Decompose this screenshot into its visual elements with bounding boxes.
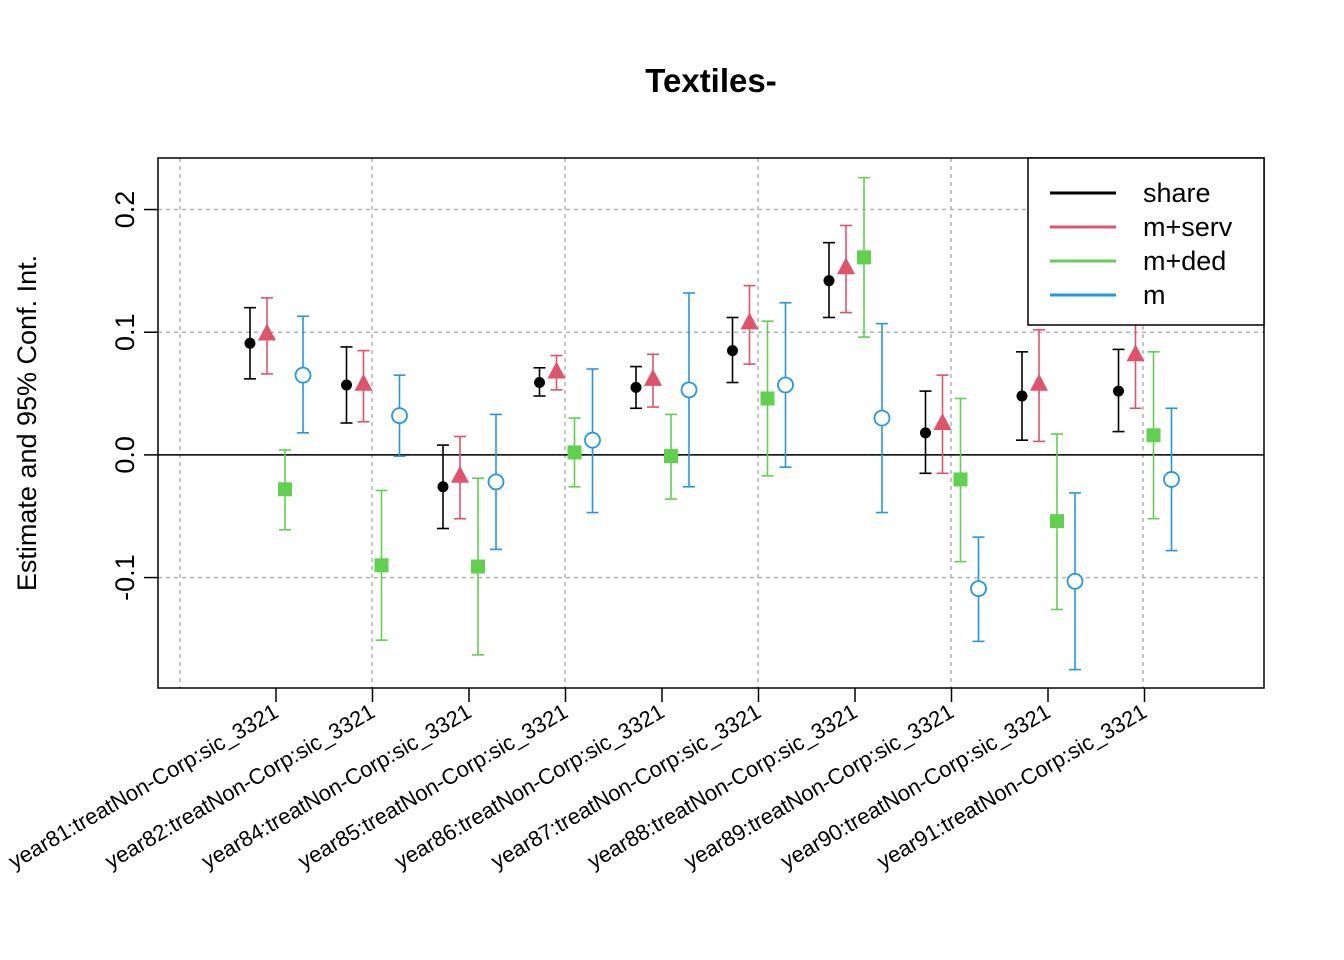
y-tick-label: 0.1 [110, 313, 140, 351]
point-marker [1146, 428, 1161, 443]
point-marker [534, 377, 545, 389]
legend-label: m [1143, 280, 1166, 310]
point-marker [584, 431, 601, 449]
point-marker [837, 257, 855, 275]
point-marker [294, 366, 312, 384]
point-marker [970, 580, 987, 598]
point-marker [760, 391, 775, 406]
series-m [294, 292, 1180, 671]
series-m+ded [278, 176, 1161, 656]
point-marker [1066, 572, 1084, 590]
point-marker [680, 381, 698, 399]
point-marker [823, 275, 835, 287]
plot-frame [157, 157, 1265, 689]
point-marker [437, 481, 449, 493]
point-marker [451, 465, 469, 483]
point-marker [258, 323, 276, 341]
legend: share m+serv m+ded m [1027, 157, 1265, 326]
legend-label: m+serv [1143, 212, 1233, 242]
point-marker [644, 368, 662, 386]
point-marker [1126, 344, 1145, 362]
point-marker [920, 427, 931, 439]
point-marker [630, 381, 642, 393]
legend-label: share [1143, 178, 1211, 208]
y-axis-label: Estimate and 95% Conf. Int. [12, 255, 42, 591]
point-marker [487, 473, 505, 491]
point-marker [341, 379, 352, 391]
point-marker [857, 250, 871, 265]
point-marker [1030, 373, 1048, 391]
series-m+serv [258, 224, 1145, 520]
point-marker [1050, 514, 1064, 529]
y-tick-label: 0.0 [110, 436, 140, 474]
y-tick-label: 0.2 [110, 191, 140, 229]
point-marker [777, 376, 794, 394]
point-marker [391, 407, 408, 425]
series-share [244, 241, 1125, 530]
point-marker [278, 482, 292, 497]
legend-label: m+ded [1143, 246, 1226, 276]
point-marker [727, 345, 738, 357]
point-marker [873, 409, 891, 427]
point-marker [1113, 385, 1124, 397]
y-tick-label: -0.1 [110, 554, 140, 601]
point-marker [1163, 471, 1180, 488]
legend-box [1027, 157, 1265, 326]
point-marker [664, 449, 678, 464]
point-marker [933, 413, 952, 430]
x-axis: year81:treatNon-Corp:sic_3321year82:trea… [4, 688, 1151, 874]
point-marker [354, 373, 373, 391]
point-marker [374, 558, 389, 573]
point-marker [567, 445, 582, 460]
y-axis: -0.1 0.0 0.1 0.2 [110, 191, 158, 601]
point-marker [1016, 390, 1028, 402]
chart-title: Textiles- [645, 62, 776, 99]
point-marker [953, 472, 968, 487]
point-marker [471, 559, 485, 574]
point-marker [547, 361, 566, 379]
point-marker [244, 337, 256, 349]
point-marker [740, 312, 759, 330]
